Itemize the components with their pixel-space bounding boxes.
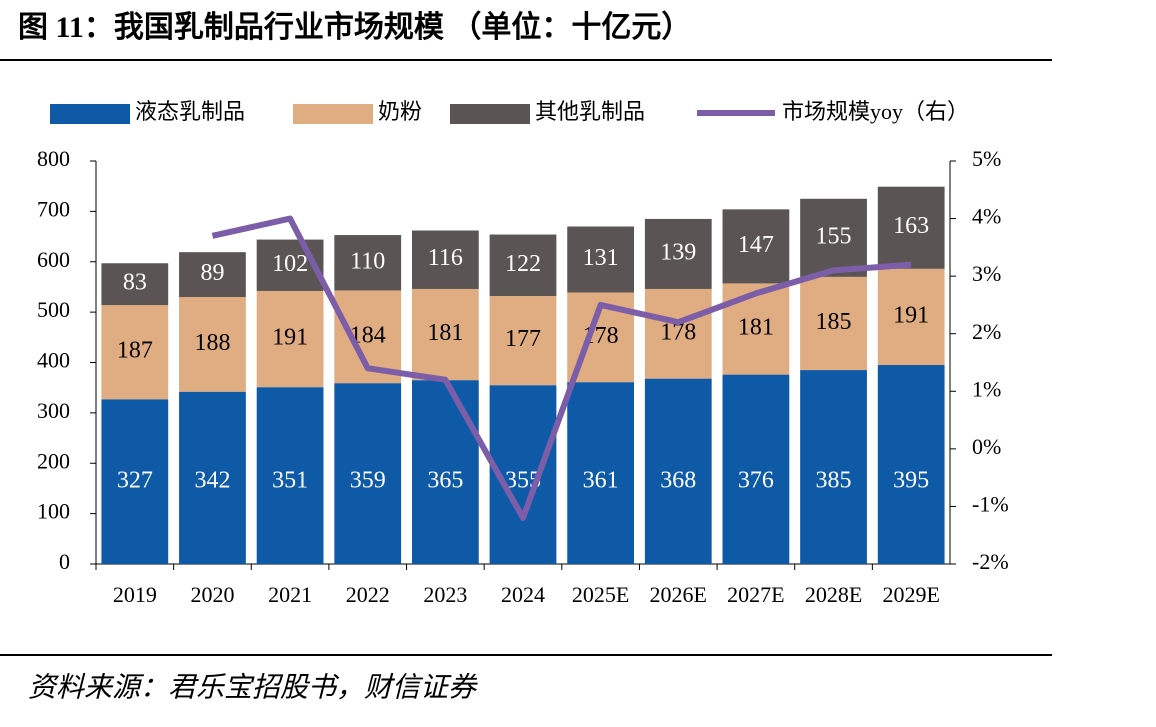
data-label: 187 (117, 338, 153, 364)
bar-segment (489, 234, 557, 297)
y-tick-label: 0 (59, 549, 70, 574)
line-series (211, 215, 912, 521)
data-label: 342 (194, 468, 230, 494)
data-label: 368 (660, 468, 696, 494)
y-tick-label: 400 (37, 348, 70, 373)
y2-tick-label: 1% (972, 376, 1001, 401)
x-tick-label: 2024 (501, 582, 545, 607)
data-label: 185 (816, 309, 852, 335)
data-label: 327 (117, 468, 153, 494)
legend-label: 其他乳制品 (535, 99, 645, 124)
y2-tick-label: 2% (972, 319, 1001, 344)
data-label: 83 (123, 270, 147, 296)
bar-segment (877, 268, 945, 366)
bar-segment (489, 296, 557, 386)
data-label: 116 (428, 245, 463, 271)
data-label: 131 (583, 245, 619, 271)
x-tick-label: 2027E (727, 582, 784, 607)
bar-segment (101, 305, 169, 400)
x-tick-label: 2019 (113, 582, 157, 607)
data-label: 365 (427, 468, 463, 494)
x-tick-label: 2022 (346, 582, 390, 607)
bar-segment (179, 252, 246, 298)
y-tick-label: 100 (37, 499, 70, 524)
y-tick-label: 800 (37, 146, 70, 171)
bar-segment (101, 263, 169, 306)
data-label: 139 (660, 239, 696, 265)
data-label: 177 (505, 326, 541, 352)
bar-segment (334, 235, 402, 291)
data-label: 181 (738, 315, 774, 341)
y2-tick-label: 3% (972, 261, 1001, 286)
bar-segment (411, 288, 479, 381)
x-tick-label: 2026E (650, 582, 707, 607)
bar-segment (800, 276, 867, 371)
bar-segment (644, 378, 712, 564)
bar-segment (722, 374, 790, 564)
data-label: 361 (583, 468, 619, 494)
x-tick-label: 2021 (268, 582, 312, 607)
data-label: 395 (893, 468, 929, 494)
bar-segment (334, 383, 402, 564)
y-tick-label: 200 (37, 448, 70, 473)
data-label: 89 (200, 260, 224, 286)
y2-tick-label: -2% (972, 549, 1009, 574)
legend-swatch (450, 104, 530, 124)
data-label: 188 (194, 330, 230, 356)
bar-segment (644, 218, 712, 289)
data-label: 191 (893, 302, 929, 328)
bar-segment (101, 399, 169, 564)
x-tick-label: 2029E (882, 582, 939, 607)
x-tick-label: 2025E (572, 582, 629, 607)
data-label: 351 (272, 468, 308, 494)
bar-segment (411, 380, 479, 564)
chart-title: 图 11：我国乳制品行业市场规模 （单位：十亿元） (18, 10, 691, 44)
y2-tick-label: 4% (972, 204, 1001, 229)
bar-segment (567, 382, 635, 564)
bar-segment (877, 365, 945, 564)
y2-tick-label: -1% (972, 491, 1009, 516)
bar-segment (256, 290, 324, 388)
bar-segment (722, 209, 790, 284)
data-label: 191 (272, 325, 308, 351)
data-label: 122 (505, 251, 541, 277)
data-label: 376 (738, 468, 774, 494)
bar-segment (800, 198, 867, 277)
y-tick-label: 700 (37, 196, 70, 221)
y-tick-label: 300 (37, 398, 70, 423)
bar-segment (800, 370, 867, 564)
bar-segment (567, 226, 635, 293)
data-label: 102 (272, 251, 308, 277)
bar-segment (179, 297, 246, 392)
x-tick-label: 2020 (190, 582, 234, 607)
legend-swatch (293, 104, 373, 124)
data-label: 147 (738, 232, 774, 258)
legend-label: 市场规模yoy（右） (782, 99, 969, 124)
data-label: 110 (350, 248, 385, 274)
bar-segment (411, 230, 479, 289)
bar-segment (179, 391, 246, 564)
bar-segment (256, 387, 324, 564)
bar-segment (644, 288, 712, 379)
x-tick-label: 2028E (805, 582, 862, 607)
data-label: 163 (893, 213, 929, 239)
y-tick-label: 500 (37, 297, 70, 322)
bar-segment (877, 186, 945, 269)
source: 资料来源：君乐宝招股书，财信证券 (28, 672, 478, 703)
y2-tick-label: 5% (972, 146, 1001, 171)
data-label: 155 (816, 223, 852, 249)
x-tick-label: 2023 (423, 582, 467, 607)
legend-label: 液态乳制品 (135, 99, 245, 124)
data-label: 181 (427, 320, 463, 346)
data-label: 359 (350, 468, 386, 494)
y-tick-label: 600 (37, 247, 70, 272)
data-label: 385 (816, 468, 852, 494)
legend-label: 奶粉 (378, 99, 422, 124)
legend-swatch (50, 104, 130, 124)
y2-tick-label: 0% (972, 434, 1001, 459)
